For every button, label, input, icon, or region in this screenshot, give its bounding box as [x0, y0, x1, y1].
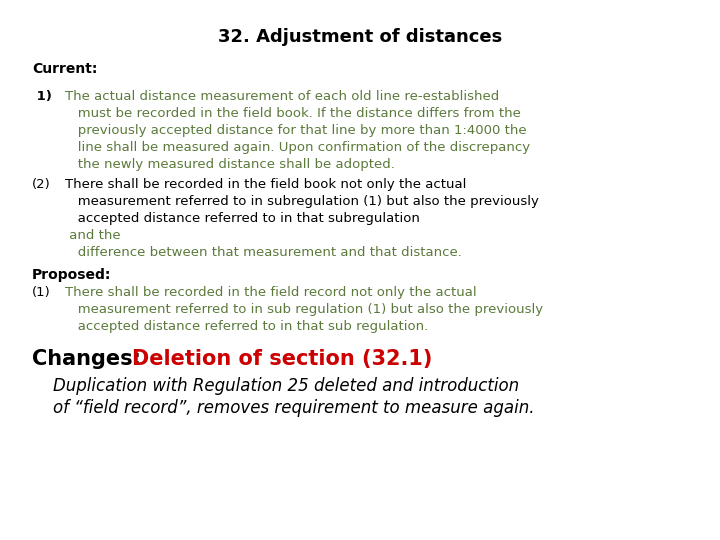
- Text: There shall be recorded in the field record not only the actual: There shall be recorded in the field rec…: [65, 286, 477, 299]
- Text: Current:: Current:: [32, 62, 97, 76]
- Text: measurement referred to in sub regulation (1) but also the previously: measurement referred to in sub regulatio…: [65, 303, 543, 316]
- Text: (1): (1): [32, 286, 50, 299]
- Text: difference between that measurement and that distance.: difference between that measurement and …: [65, 246, 462, 259]
- Text: previously accepted distance for that line by more than 1:4000 the: previously accepted distance for that li…: [65, 124, 526, 137]
- Text: Proposed:: Proposed:: [32, 268, 112, 282]
- Text: measurement referred to in subregulation (1) but also the previously: measurement referred to in subregulation…: [65, 195, 539, 208]
- Text: The actual distance measurement of each old line re-established: The actual distance measurement of each …: [65, 90, 499, 103]
- Text: There shall be recorded in the field book not only the actual: There shall be recorded in the field boo…: [65, 178, 467, 191]
- Text: Changes:: Changes:: [32, 349, 148, 369]
- Text: (2): (2): [32, 178, 50, 191]
- Text: 32. Adjustment of distances: 32. Adjustment of distances: [218, 28, 502, 46]
- Text: Duplication with Regulation 25 deleted and introduction: Duplication with Regulation 25 deleted a…: [32, 377, 519, 395]
- Text: 1): 1): [32, 90, 52, 103]
- Text: line shall be measured again. Upon confirmation of the discrepancy: line shall be measured again. Upon confi…: [65, 141, 530, 154]
- Text: Deletion of section (32.1): Deletion of section (32.1): [132, 349, 433, 369]
- Text: accepted distance referred to in that sub regulation.: accepted distance referred to in that su…: [65, 320, 428, 333]
- Text: must be recorded in the field book. If the distance differs from the: must be recorded in the field book. If t…: [65, 107, 521, 120]
- Text: of “field record”, removes requirement to measure again.: of “field record”, removes requirement t…: [32, 399, 534, 417]
- Text: the newly measured distance shall be adopted.: the newly measured distance shall be ado…: [65, 158, 395, 171]
- Text: and the: and the: [65, 229, 121, 242]
- Text: accepted distance referred to in that subregulation: accepted distance referred to in that su…: [65, 212, 420, 225]
